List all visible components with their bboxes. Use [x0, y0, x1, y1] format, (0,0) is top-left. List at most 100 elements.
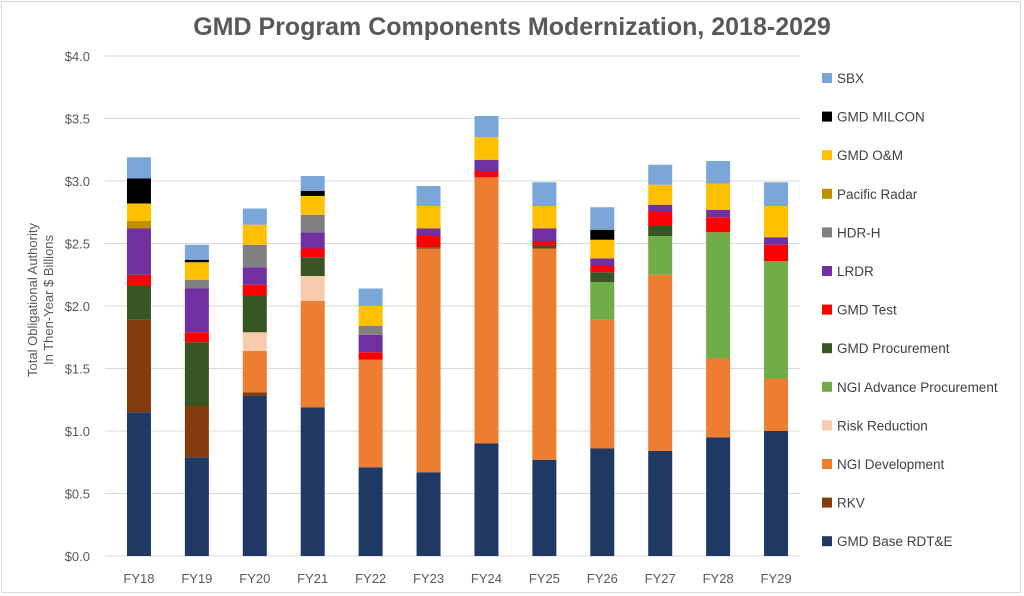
bar-segment-fy22-hdr-h [358, 326, 383, 335]
x-tick-label: FY23 [413, 571, 444, 586]
bar-segment-fy18-lrdr [126, 228, 151, 275]
bar-segment-fy28-sbx [706, 161, 731, 184]
x-tick-label: FY28 [703, 571, 734, 586]
x-tick-label: FY25 [529, 571, 560, 586]
bar-segment-fy25-ngi-development [532, 248, 557, 460]
bar-segment-fy20-gmd-procurement [242, 296, 267, 333]
bar-segment-fy23-ngi-development [416, 248, 441, 473]
bar-segment-fy29-gmd-test [764, 244, 789, 261]
bar-segment-fy22-ngi-development [358, 359, 383, 468]
bar-segment-fy27-lrdr [648, 204, 673, 211]
bar-segment-fy24-ngi-development [474, 177, 499, 444]
y-tick-label: $1.5 [65, 362, 90, 377]
bar-segment-fy21-gmd-o-m [300, 196, 325, 215]
bar-segment-fy21-gmd-base-rdt-e [300, 407, 325, 556]
legend-swatch [822, 266, 832, 276]
bar-segment-fy29-sbx [764, 182, 789, 206]
bar-segment-fy27-ngi-advance-procurement [648, 236, 673, 275]
bar-segment-fy19-lrdr [184, 288, 209, 333]
bar-segment-fy26-gmd-base-rdt-e [590, 448, 615, 556]
bar-segment-fy27-gmd-base-rdt-e [648, 451, 673, 556]
bar-segment-fy19-sbx [184, 244, 209, 260]
legend-label: Pacific Radar [837, 187, 918, 202]
bar-segment-fy28-gmd-base-rdt-e [706, 437, 731, 556]
legend-label: NGI Advance Procurement [837, 380, 998, 395]
legend-label: GMD Test [837, 303, 897, 318]
legend-swatch [822, 343, 832, 354]
bar-segment-fy25-gmd-base-rdt-e [532, 459, 557, 556]
legend-swatch [822, 497, 832, 508]
bar-segment-fy29-lrdr [764, 237, 789, 245]
bar-segment-fy21-gmd-test [300, 248, 325, 258]
bar-segment-fy21-hdr-h [300, 214, 325, 233]
legend-label: GMD O&M [837, 148, 903, 163]
bar-segment-fy23-gmd-o-m [416, 206, 441, 229]
bar-segment-fy23-lrdr [416, 228, 441, 236]
legend-label: LRDR [837, 264, 874, 279]
y-tick-label: $3.5 [65, 112, 90, 127]
bar-segment-fy26-gmd-milcon [590, 229, 615, 240]
y-tick-label: $0.5 [65, 487, 90, 502]
bar-segment-fy20-gmd-o-m [242, 224, 267, 245]
bar-segment-fy28-gmd-test [706, 217, 731, 233]
bar-segment-fy29-ngi-development [764, 378, 789, 431]
legend-label: RKV [837, 496, 865, 511]
bar-segment-fy28-gmd-o-m [706, 183, 731, 210]
bar-segment-fy19-gmd-o-m [184, 262, 209, 280]
y-axis-label-line-2: In Then-Year $ Billions [41, 234, 56, 365]
y-tick-label: $4.0 [65, 49, 90, 64]
legend-swatch [822, 150, 832, 161]
y-axis-label-line-1: Total Obligational Authority [25, 223, 40, 377]
bar-segment-fy24-gmd-base-rdt-e [474, 443, 499, 556]
bar-segment-fy23-gmd-test [416, 236, 441, 248]
legend-label: GMD Base RDT&E [837, 534, 953, 549]
bar-segment-fy26-gmd-o-m [590, 239, 615, 259]
legend-swatch [822, 420, 832, 431]
bar-segment-fy21-sbx [300, 176, 325, 191]
bar-segment-fy25-sbx [532, 182, 557, 206]
bar-segment-fy18-gmd-test [126, 274, 151, 286]
bar-segment-fy19-rkv [184, 406, 209, 458]
x-tick-label: FY26 [587, 571, 618, 586]
bar-segment-fy19-gmd-test [184, 332, 209, 343]
x-axis-ticks: FY18 FY19 FY20 FY21 FY22 FY23 FY24 FY25 FY26 FY27… [123, 571, 791, 586]
bar-segment-fy20-hdr-h [242, 244, 267, 268]
bar-segment-fy29-ngi-advance-procurement [764, 261, 789, 379]
legend-swatch [822, 459, 832, 469]
bar-segment-fy29-gmd-base-rdt-e [764, 431, 789, 556]
bar-segment-fy20-risk-reduction [242, 332, 267, 351]
bar-segment-fy26-gmd-test [590, 266, 615, 273]
x-tick-label: FY19 [181, 571, 212, 586]
bar-segment-fy23-sbx [416, 186, 441, 206]
x-tick-label: FY29 [761, 571, 792, 586]
legend-swatch [822, 381, 832, 392]
bar-segment-fy18-gmd-base-rdt-e [126, 412, 151, 556]
bar-segment-fy25-lrdr [532, 228, 557, 241]
bar-segment-fy27-gmd-o-m [648, 184, 673, 205]
x-tick-label: FY27 [645, 571, 676, 586]
bar-segment-fy25-gmd-test [532, 241, 557, 246]
x-tick-label: FY22 [355, 571, 386, 586]
bar-segment-fy21-risk-reduction [300, 276, 325, 301]
legend-label: NGI Development [837, 457, 945, 472]
bar-segment-fy22-lrdr [358, 334, 383, 353]
bar-segment-fy24-gmd-test [474, 171, 499, 178]
legend-label: GMD MILCON [837, 110, 925, 125]
x-tick-label: FY18 [123, 571, 154, 586]
bar-segment-fy20-sbx [242, 208, 267, 225]
bar-segment-fy19-gmd-milcon [184, 259, 209, 263]
bar-segment-fy21-gmd-procurement [300, 257, 325, 276]
legend-swatch [822, 111, 832, 122]
legend-label: GMD Procurement [837, 341, 950, 356]
bar-segment-fy27-ngi-development [648, 274, 673, 451]
bar-segment-fy22-gmd-o-m [358, 306, 383, 326]
bar-segment-fy21-gmd-milcon [300, 191, 325, 196]
bar-segment-fy20-lrdr [242, 267, 267, 285]
legend: SBX GMD MILCON GMD O&M Pacific Radar HDR-H LR… [822, 71, 998, 549]
bar-segment-fy26-ngi-advance-procurement [590, 282, 615, 320]
legend-swatch [822, 188, 832, 199]
bar-segment-fy29-gmd-o-m [764, 206, 789, 238]
y-tick-label: $3.0 [65, 174, 90, 189]
bar-segment-fy18-gmd-milcon [126, 178, 151, 204]
